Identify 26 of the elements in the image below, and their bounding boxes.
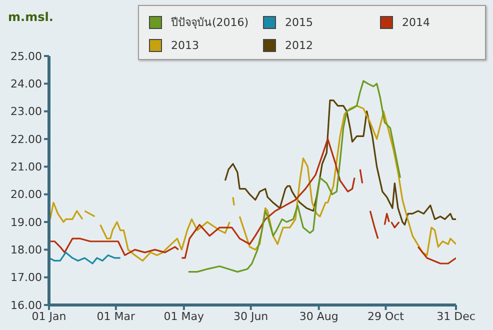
y-tick-label: 24.00 [10,78,42,91]
y-tick-label: 21.00 [10,160,42,174]
y-tick-label: 23.00 [10,105,42,118]
y-tick-label: 16.00 [10,298,42,312]
y-tick-label: 25.00 [10,50,42,63]
legend-label: 2014 [402,16,430,28]
x-tick-label: 30 Jun [233,310,268,323]
line-series [188,80,402,273]
y-tick-label: 19.00 [10,216,42,229]
line-series [49,252,122,264]
legend-label: ปีปัจจุบัน(2016) [171,15,249,31]
x-tick-label: 31 Dec [436,310,476,323]
y-tick-label: 18.00 [10,244,42,257]
legend-label: 2012 [285,39,313,52]
x-tick-label: 30 Aug [299,310,338,323]
legend-label: 2013 [171,39,199,52]
y-tick-label: 17.00 [10,271,42,284]
x-tick-label: 01 Mar [96,310,136,323]
x-tick-label: 01 Jan [32,310,66,323]
x-tick-label: 01 May [164,310,205,323]
x-tick-label: 29 Oct [367,310,405,323]
y-axis-title: m.msl. [8,10,54,24]
legend-label: 2015 [285,16,313,28]
y-tick-label: 20.00 [10,188,42,202]
line-series [224,99,456,226]
y-tick-label: 22.00 [10,132,42,146]
